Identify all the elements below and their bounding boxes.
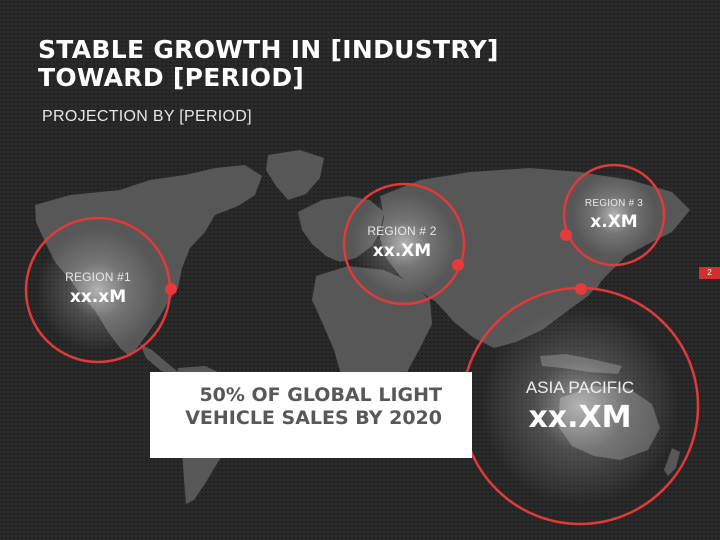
callout-text: 50% OF GLOBAL LIGHT VEHICLE SALES BY 202… <box>150 384 442 430</box>
asia-pacific-glow <box>480 306 680 506</box>
japan-landmass <box>588 252 606 290</box>
region-3-marker <box>560 229 572 241</box>
region-1-marker <box>165 283 177 295</box>
region-2-ring <box>342 182 466 306</box>
region-3-value: x.XM <box>590 212 638 232</box>
page-number: 2 <box>699 267 720 279</box>
callout-line-1: 50% OF GLOBAL LIGHT <box>199 384 442 406</box>
region-2-info: REGION # 2 xx.XM <box>352 224 452 261</box>
slide-title-line-1: STABLE GROWTH IN [INDUSTRY] <box>38 35 499 64</box>
callout-box: 50% OF GLOBAL LIGHT VEHICLE SALES BY 202… <box>150 372 472 458</box>
slide-subtitle: PROJECTION BY [PERIOD] <box>42 108 252 125</box>
region-3-glow <box>572 173 656 257</box>
asia-pacific-value: xx.XM <box>528 400 632 435</box>
new-zealand-landmass <box>664 448 680 476</box>
asia-pacific-info: ASIA PACIFIC xx.XM <box>510 378 650 435</box>
region-3-info: REGION # 3 x.XM <box>574 198 654 232</box>
africa-landmass <box>312 266 432 424</box>
region-1-value: xx.xM <box>69 287 127 307</box>
region-1-label: REGION #1 <box>65 270 131 284</box>
region-2-glow <box>352 192 456 296</box>
greenland-landmass <box>266 150 324 200</box>
central-america-landmass <box>140 344 178 378</box>
slide-title-line-2: TOWARD [PERIOD] <box>38 63 305 92</box>
region-1-glow <box>36 228 160 352</box>
callout-line-2: VEHICLE SALES BY 2020 <box>185 407 442 429</box>
region-3-ring <box>562 163 666 267</box>
asia-pacific-label: ASIA PACIFIC <box>525 378 635 397</box>
asia-pacific-marker <box>575 283 587 295</box>
slide-title: STABLE GROWTH IN [INDUSTRY] TOWARD [PERI… <box>38 36 499 92</box>
region-2-marker <box>452 259 464 271</box>
region-2-value: xx.XM <box>372 241 432 261</box>
region-1-info: REGION #1 xx.xM <box>38 270 158 307</box>
region-2-label: REGION # 2 <box>367 224 437 238</box>
region-3-label: REGION # 3 <box>584 198 644 209</box>
